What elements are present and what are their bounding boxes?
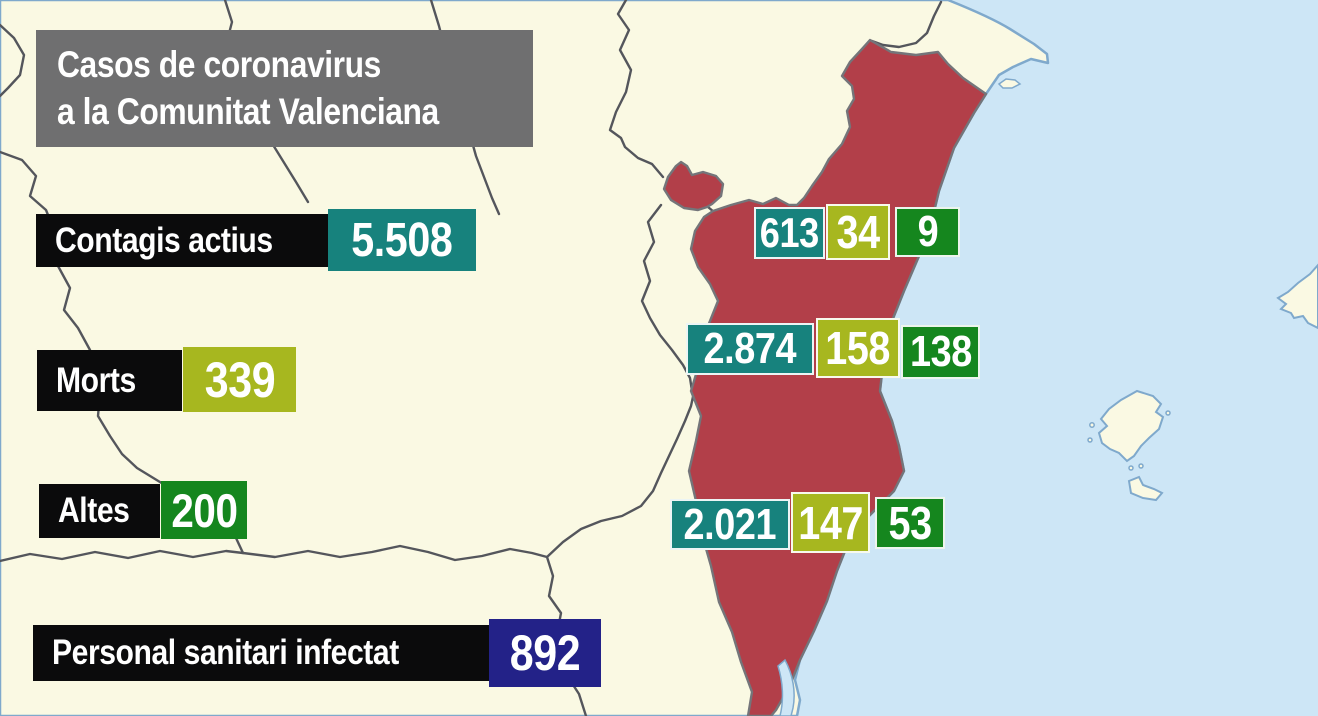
legend-value-active-cases: 5.508 bbox=[328, 209, 476, 271]
legend-label-text: Contagis actius bbox=[55, 220, 273, 260]
islet bbox=[1087, 437, 1093, 443]
legend-value-text: 200 bbox=[170, 483, 238, 537]
map-stat-value: 9 bbox=[917, 207, 938, 256]
ademuz-exclave bbox=[662, 160, 725, 212]
map-stat-value: 613 bbox=[760, 209, 819, 256]
legend-label-text: Personal sanitari infectat bbox=[52, 633, 399, 672]
ibiza-island bbox=[1097, 389, 1165, 463]
map-stat-value: 2.874 bbox=[703, 324, 797, 373]
map-stat-south-deaths: 147 bbox=[791, 492, 870, 553]
legend-label-deaths: Morts bbox=[37, 350, 182, 411]
legend-value-health-workers: 892 bbox=[489, 619, 601, 687]
map-stat-south-recovered: 53 bbox=[875, 497, 945, 549]
map-stat-central-active: 2.874 bbox=[686, 323, 814, 375]
islet bbox=[997, 78, 1022, 89]
title-line-2: a la Comunitat Valenciana bbox=[57, 91, 439, 132]
legend-value-text: 5.508 bbox=[351, 213, 453, 267]
islets bbox=[1087, 410, 1171, 471]
province-border bbox=[545, 390, 696, 559]
map-stat-north-recovered: 9 bbox=[895, 207, 960, 257]
legend-value-text: 892 bbox=[509, 625, 581, 681]
legend-label-text: Morts bbox=[56, 360, 136, 400]
map-stat-value: 158 bbox=[825, 322, 891, 374]
province-border bbox=[608, 0, 665, 179]
map-stat-south-active: 2.021 bbox=[670, 499, 790, 550]
legend-value-deaths: 339 bbox=[183, 347, 296, 412]
map-stat-north-deaths: 34 bbox=[826, 204, 890, 260]
legend-label-active-cases: Contagis actius bbox=[36, 214, 328, 267]
legend-label-health-workers: Personal sanitari infectat bbox=[33, 625, 489, 681]
map-stat-central-deaths: 158 bbox=[816, 318, 900, 378]
legend-label-text: Altes bbox=[58, 491, 130, 530]
islet bbox=[1128, 465, 1134, 471]
legend-label-recovered: Altes bbox=[39, 484, 160, 538]
legend-value-text: 339 bbox=[204, 351, 275, 408]
formentera-island bbox=[1127, 475, 1164, 502]
islet bbox=[1165, 410, 1171, 416]
mar-menor-lagoon bbox=[777, 658, 795, 716]
map-stat-value: 138 bbox=[909, 327, 972, 376]
map-stat-value: 53 bbox=[888, 497, 932, 549]
province-border bbox=[640, 203, 694, 393]
islet bbox=[1089, 422, 1095, 428]
title-box: Casos de coronavirus a la Comunitat Vale… bbox=[36, 30, 533, 147]
mallorca-island bbox=[1276, 263, 1318, 330]
province-border bbox=[0, 23, 26, 98]
map-stat-central-recovered: 138 bbox=[901, 325, 980, 379]
map-stat-value: 34 bbox=[836, 206, 880, 258]
map-stat-value: 2.021 bbox=[683, 499, 777, 549]
map-stat-north-active: 613 bbox=[754, 207, 825, 259]
islet bbox=[1138, 463, 1144, 469]
province-border bbox=[0, 544, 549, 563]
legend-value-recovered: 200 bbox=[161, 481, 247, 539]
province-border bbox=[870, 0, 943, 49]
map-stat-value: 147 bbox=[798, 496, 863, 549]
title-line-1: Casos de coronavirus bbox=[57, 44, 381, 85]
